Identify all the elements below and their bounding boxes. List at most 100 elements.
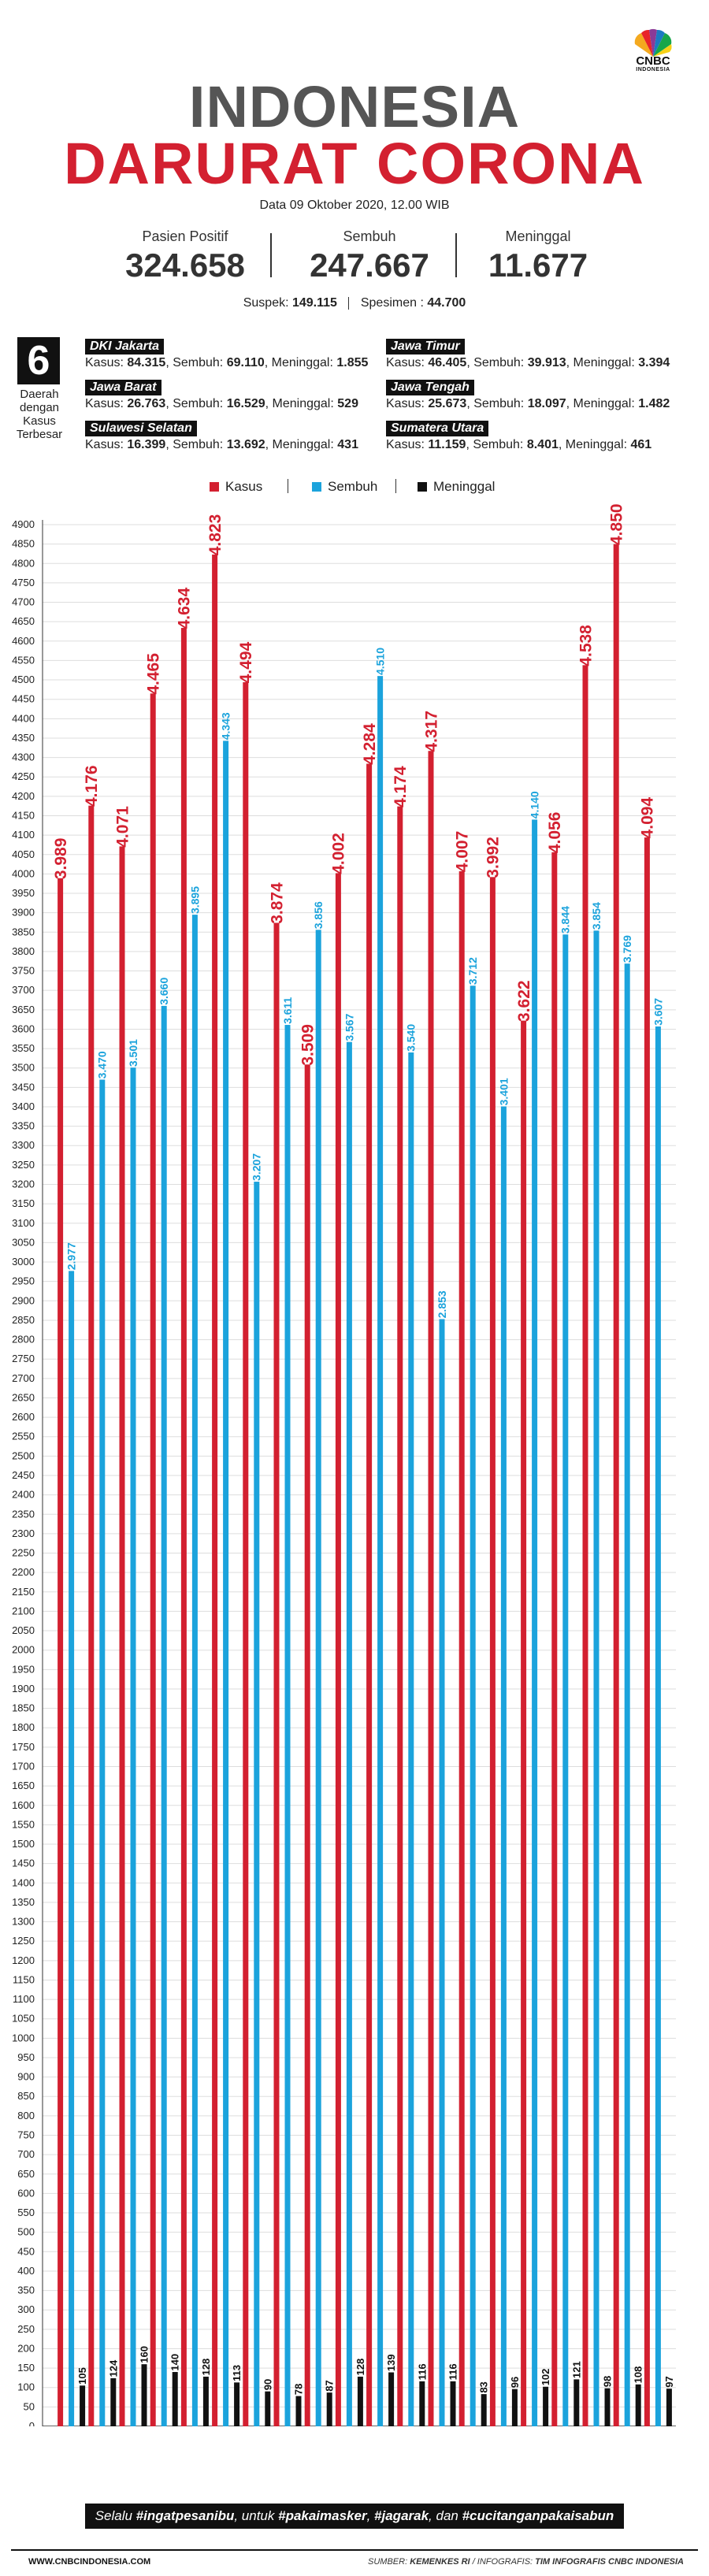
data-label-meninggal: 116 <box>447 2363 459 2380</box>
legend-swatch <box>312 482 321 492</box>
tagline-hashtag: #ingatpesanibu <box>135 2508 235 2523</box>
suspect-label: Suspek: <box>243 296 289 310</box>
y-tick-label: 400 <box>17 2265 35 2277</box>
y-tick-label: 3800 <box>12 945 35 957</box>
credit-source: KEMENKES RI <box>410 2557 470 2567</box>
province-caption-line: dengan <box>19 401 60 414</box>
bar-meninggal <box>202 2376 209 2426</box>
data-label-sembuh: 3.895 <box>188 886 201 914</box>
y-tick-label: 3850 <box>12 926 35 937</box>
bar-sembuh <box>346 1041 352 2426</box>
province-kasus: 11.159 <box>428 438 466 451</box>
bar-meninggal <box>511 2389 518 2426</box>
bar-sembuh <box>315 930 321 2426</box>
data-label-meninggal: 96 <box>509 2377 521 2388</box>
bar-sembuh <box>99 1079 106 2426</box>
legend-swatch <box>418 482 427 492</box>
data-label-meninggal: 160 <box>139 2346 150 2363</box>
province-stat-label: Meninggal: <box>271 356 333 369</box>
province-name: Sulawesi Selatan <box>85 421 197 436</box>
data-label-meninggal: 128 <box>354 2359 366 2376</box>
y-tick-label: 1900 <box>12 1683 35 1694</box>
bar-sembuh <box>408 1052 414 2426</box>
bar-meninggal <box>80 2385 86 2426</box>
y-tick-label: 3400 <box>12 1101 35 1112</box>
bar-sembuh <box>562 934 569 2426</box>
specimen-value: 44.700 <box>427 296 466 310</box>
bar-kasus <box>644 837 650 2426</box>
y-tick-label: 2650 <box>12 1391 35 1403</box>
bar-sembuh <box>191 915 198 2426</box>
source-credit: SUMBER: KEMENKES RI / INFOGRAFIS: TIM IN… <box>368 2557 684 2567</box>
province-meninggal: 461 <box>630 438 652 451</box>
data-label-meninggal: 139 <box>385 2354 397 2371</box>
province-stat-label: Kasus: <box>386 438 425 451</box>
bar-meninggal <box>234 2382 240 2426</box>
bar-kasus <box>489 877 496 2426</box>
y-tick-label: 100 <box>17 2381 35 2393</box>
province-stat-label: Sembuh: <box>173 397 224 410</box>
data-label-kasus: 4.465 <box>145 653 163 695</box>
bar-sembuh <box>69 1271 75 2426</box>
province-block: Jawa Timur Kasus: 46.405, Sembuh: 39.913,… <box>386 339 670 372</box>
y-tick-label: 3350 <box>12 1120 35 1132</box>
y-tick-label: 1450 <box>12 1858 35 1869</box>
y-tick-label: 2700 <box>12 1372 35 1384</box>
data-label-sembuh: 3.207 <box>251 1153 263 1181</box>
y-tick-label: 800 <box>17 2110 35 2121</box>
bar-meninggal <box>635 2384 641 2426</box>
data-label-meninggal: 78 <box>293 2384 305 2395</box>
bar-kasus <box>613 544 619 2426</box>
legend-swatch <box>210 482 219 492</box>
y-tick-label: 1800 <box>12 1721 35 1733</box>
bar-sembuh <box>377 676 384 2426</box>
bar-meninggal <box>326 2392 332 2426</box>
y-tick-label: 2900 <box>12 1294 35 1306</box>
data-label-sembuh: 3.854 <box>590 902 603 930</box>
data-label-sembuh: 3.660 <box>158 978 170 1005</box>
y-tick-label: 4200 <box>12 790 35 802</box>
province-stat-label: Meninggal: <box>565 438 628 451</box>
y-tick-label: 1300 <box>12 1916 35 1928</box>
data-label-meninggal: 108 <box>633 2366 644 2384</box>
y-tick-label: 1600 <box>12 1799 35 1811</box>
stat-deaths: Meninggal 11.677 <box>451 228 625 284</box>
y-tick-label: 3900 <box>12 907 35 919</box>
y-tick-label: 1700 <box>12 1760 35 1772</box>
y-tick-label: 2600 <box>12 1411 35 1423</box>
y-tick-label: 2200 <box>12 1566 35 1578</box>
data-label-sembuh: 3.856 <box>312 901 325 929</box>
bar-sembuh <box>130 1067 136 2426</box>
stat-recovered: Sembuh 247.667 <box>283 228 456 284</box>
y-tick-label: 4750 <box>12 577 35 588</box>
data-label-kasus: 4.284 <box>361 723 379 765</box>
y-tick-label: 3600 <box>12 1023 35 1034</box>
y-tick-label: 50 <box>24 2400 35 2412</box>
province-name: Jawa Timur <box>386 339 465 354</box>
legend-label: Kasus <box>225 479 263 494</box>
y-tick-label: 4000 <box>12 867 35 879</box>
legend-separator <box>395 479 396 493</box>
tagline-text: , dan <box>429 2508 462 2523</box>
credit-team: TIM INFOGRAFIS CNBC INDONESIA <box>535 2557 684 2567</box>
data-label-sembuh: 4.140 <box>529 791 541 818</box>
y-tick-label: 3000 <box>12 1256 35 1268</box>
province-stat-label: Meninggal: <box>573 356 635 369</box>
province-name: Jawa Tengah <box>386 380 474 395</box>
y-tick-label: 4700 <box>12 596 35 608</box>
province-meninggal: 1.482 <box>638 397 670 410</box>
y-tick-label: 2000 <box>12 1644 35 1656</box>
y-tick-label: 2050 <box>12 1624 35 1636</box>
y-tick-label: 350 <box>17 2285 35 2296</box>
data-label-sembuh: 3.501 <box>127 1039 139 1067</box>
y-tick-label: 3450 <box>12 1081 35 1093</box>
stat-positive: Pasien Positif 324.658 <box>98 228 272 284</box>
stat-divider <box>455 233 457 277</box>
y-tick-label: 1400 <box>12 1876 35 1888</box>
data-label-sembuh: 3.769 <box>621 935 633 963</box>
title-line-1: INDONESIA <box>188 74 521 139</box>
data-label-meninggal: 116 <box>416 2363 428 2380</box>
legend-label: Sembuh <box>328 479 378 494</box>
province-block: DKI Jakarta Kasus: 84.315, Sembuh: 69.110… <box>85 339 368 372</box>
website-link[interactable]: WWW.CNBCINDONESIA.COM <box>28 2557 151 2567</box>
